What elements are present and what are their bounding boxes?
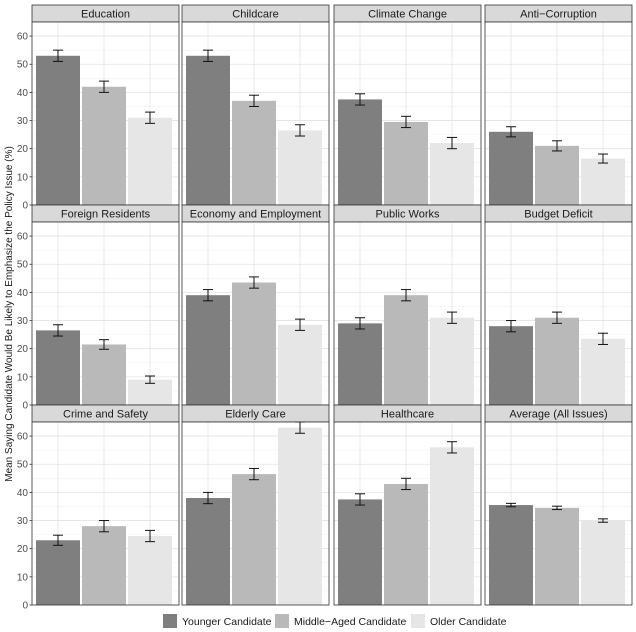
panel-border [333,421,482,606]
bar [535,507,579,605]
y-tick-label: 10 [17,572,29,583]
bar [489,505,533,605]
bar [384,121,428,205]
panel: Climate Change [333,4,482,206]
panel-title: Anti−Corruption [520,9,597,21]
y-tick-label: 10 [17,372,29,383]
y-tick-label: 40 [17,88,29,99]
legend-key [275,614,289,628]
panel: Anti−Corruption [484,4,633,206]
y-tick-label: 10 [17,172,29,183]
y-tick-label: 20 [17,544,29,555]
y-tick-label: 60 [17,432,29,443]
bar [186,295,230,405]
bar [430,317,474,405]
y-tick-label: 40 [17,488,29,499]
panel: Foreign Residents 0 10 20 30 40 50 60 [17,204,180,412]
bar [232,474,276,605]
bar [338,99,382,205]
y-tick-label: 20 [17,344,29,355]
bar [36,55,80,206]
y-tick-label: 40 [17,288,29,299]
panels: Education 0 10 20 30 40 50 60 Childcare Climate C… [17,4,633,612]
y-tick-label: 30 [17,316,29,327]
legend-item: Middle−Aged Candidate [275,614,407,628]
bar [36,330,80,405]
bar [232,100,276,205]
bar [581,158,625,205]
panel: Budget Deficit [484,204,633,406]
bar [128,117,172,205]
panel-title: Healthcare [381,409,434,421]
bar [278,324,322,405]
bar [430,447,474,605]
bar [82,86,126,205]
y-tick-label: 50 [17,460,29,471]
panel: Elderly Care [181,404,330,606]
y-tick-label: 60 [17,232,29,243]
panel-title: Economy and Employment [190,209,321,221]
y-axis-label: Mean Saying Candidate Would Be Likely to… [4,146,15,482]
bar [278,130,322,205]
panel: Education 0 10 20 30 40 50 60 [17,4,180,212]
legend-label: Younger Candidate [182,616,272,628]
bar [36,540,80,605]
bar [186,498,230,605]
panel: Public Works [333,204,482,406]
bar [581,338,625,405]
y-tick-label: 60 [17,32,29,43]
bar [232,282,276,405]
y-tick-label: 30 [17,516,29,527]
bar [338,499,382,605]
y-tick-label: 30 [17,116,29,127]
legend-label: Older Candidate [430,616,507,628]
bar [384,483,428,605]
bar [489,131,533,205]
bar [535,145,579,205]
y-tick-label: 0 [22,601,28,612]
panel-border [31,421,180,606]
legend-item: Younger Candidate [163,614,272,628]
panel-title: Climate Change [368,9,447,21]
panel: Healthcare [333,404,482,606]
panel-title: Crime and Safety [63,409,148,421]
panel: Crime and Safety 0 10 20 30 40 50 60 [17,404,180,612]
legend-label: Middle−Aged Candidate [294,616,407,628]
bar [82,526,126,605]
panel: Average (All Issues) [484,404,633,606]
bar [128,536,172,605]
panel-title: Average (All Issues) [509,409,607,421]
y-tick-label: 50 [17,260,29,271]
bar [535,317,579,405]
panel-title: Education [81,9,130,21]
legend-item: Older Candidate [411,614,507,628]
legend: Younger Candidate Middle−Aged Candidate Ol… [163,614,507,628]
panel-title: Budget Deficit [524,209,592,221]
y-tick-label: 20 [17,144,29,155]
bar [82,344,126,405]
bar [338,323,382,405]
bar [128,379,172,405]
bar [278,427,322,605]
panel-title: Foreign Residents [61,209,151,221]
panel-border [181,421,330,606]
legend-key [411,614,425,628]
y-tick-label: 0 [22,201,28,212]
panel-title: Childcare [232,9,278,21]
panel: Childcare [181,4,330,206]
legend-key [163,614,177,628]
bar [384,295,428,405]
panel-title: Elderly Care [225,409,286,421]
y-tick-label: 50 [17,60,29,71]
bar [489,326,533,405]
bar [430,143,474,205]
panel-border [484,421,633,606]
panel-title: Public Works [376,209,440,221]
panel: Economy and Employment [181,204,330,406]
bar [186,55,230,206]
bar [581,520,625,605]
y-tick-label: 0 [22,401,28,412]
